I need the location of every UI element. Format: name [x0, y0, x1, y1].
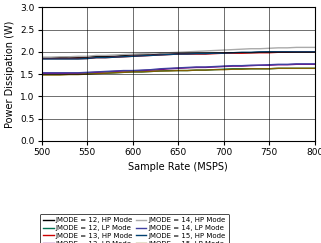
X-axis label: Sample Rate (MSPS): Sample Rate (MSPS) [128, 162, 228, 173]
Legend: JMODE = 12, HP Mode, JMODE = 12, LP Mode, JMODE = 13, HP Mode, JMODE = 13, LP Mo: JMODE = 12, HP Mode, JMODE = 12, LP Mode… [40, 214, 229, 243]
Y-axis label: Power Dissipation (W): Power Dissipation (W) [5, 20, 15, 128]
